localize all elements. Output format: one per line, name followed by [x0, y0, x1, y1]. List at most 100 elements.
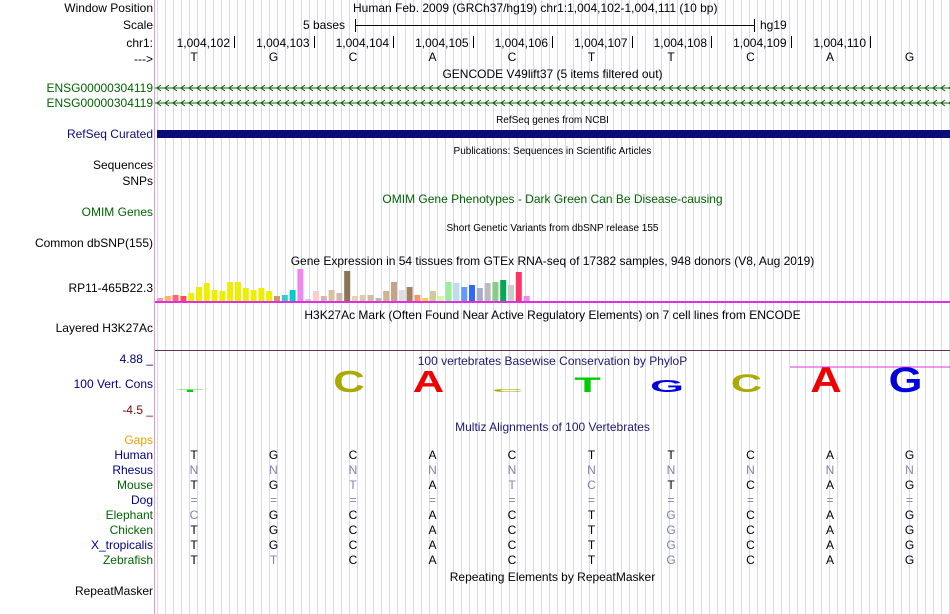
gtex-tissue-bar[interactable]	[406, 287, 413, 301]
gtex-tissue-bar[interactable]	[515, 272, 522, 301]
gtex-tissue-bar[interactable]	[219, 291, 226, 301]
strand-arrow	[476, 84, 482, 92]
gtex-expression-chart[interactable]	[155, 268, 950, 304]
strand-arrow	[708, 99, 714, 107]
strand-arrow	[316, 84, 322, 92]
gtex-tissue-bar[interactable]	[305, 299, 312, 301]
strand-arrow	[332, 84, 338, 92]
ruler-tick	[313, 36, 315, 48]
gtex-tissue-bar[interactable]	[508, 285, 514, 301]
gtex-tissue-bar[interactable]	[196, 287, 202, 301]
gtex-tissue-bar[interactable]	[453, 283, 460, 301]
sequences-track-label[interactable]: Sequences	[92, 158, 153, 172]
gtex-tissue-bar[interactable]	[242, 288, 249, 301]
gtex-tissue-bar[interactable]	[523, 296, 530, 301]
strand-arrow	[420, 99, 426, 107]
dbsnp-track-label[interactable]: Common dbSNP(155)	[34, 236, 153, 250]
strand-arrow	[268, 84, 274, 92]
gtex-tissue-bar[interactable]	[398, 290, 405, 301]
gtex-tissue-bar[interactable]	[430, 291, 436, 301]
h3k27ac-track-label[interactable]: Layered H3K27Ac	[55, 321, 153, 335]
gtex-tissue-bar[interactable]	[367, 295, 374, 301]
alignment-base: T	[667, 448, 675, 462]
gtex-tissue-bar[interactable]	[445, 282, 452, 301]
species-label[interactable]: Chicken	[109, 523, 153, 537]
alignment-base: G	[268, 448, 279, 462]
gtex-gene-label[interactable]: RP11-465B22.3	[68, 281, 153, 295]
strand-arrow	[164, 99, 170, 107]
conservation-logo-letter: T	[574, 373, 601, 397]
repeatmasker-track-title: Repeating Elements by RepeatMasker	[449, 570, 656, 584]
strand-arrow	[812, 99, 818, 107]
strand-arrow	[228, 84, 234, 92]
gtex-tissue-bar[interactable]	[375, 298, 382, 301]
gtex-tissue-bar[interactable]	[250, 290, 257, 301]
strand-arrow	[716, 99, 722, 107]
alignment-base: G	[666, 553, 676, 567]
gtex-tissue-bar[interactable]	[266, 291, 273, 301]
species-label[interactable]: Elephant	[105, 508, 153, 522]
ruler-position-label: 1,004,103	[256, 36, 310, 50]
gtex-tissue-bar[interactable]	[383, 291, 390, 301]
refseq-gene-block[interactable]	[157, 130, 950, 138]
grid-line	[565, 0, 566, 614]
gtex-tissue-bar[interactable]	[336, 293, 343, 301]
species-label[interactable]: Mouse	[116, 478, 153, 492]
gtex-tissue-bar[interactable]	[484, 283, 491, 301]
gtex-tissue-bar[interactable]	[203, 283, 210, 301]
gtex-tissue-bar[interactable]	[461, 287, 468, 301]
strand-arrow	[596, 84, 602, 92]
gtex-tissue-bar[interactable]	[289, 290, 296, 301]
gencode-gene-lines[interactable]	[155, 80, 950, 112]
species-label[interactable]: Zebrafish	[102, 553, 153, 567]
refseq-track-label[interactable]: RefSeq Curated	[66, 127, 153, 141]
gtex-tissue-bar[interactable]	[164, 296, 171, 301]
gtex-tissue-bar[interactable]	[414, 295, 421, 301]
conservation-track-label[interactable]: 100 Vert. Cons	[73, 377, 153, 391]
gtex-tissue-bar[interactable]	[352, 296, 358, 301]
repeatmasker-track-label[interactable]: RepeatMasker	[74, 584, 153, 598]
conservation-logo-letter: C	[333, 365, 364, 398]
gtex-tissue-bar[interactable]	[500, 280, 507, 301]
gtex-tissue-bar[interactable]	[344, 271, 351, 301]
grid-line	[381, 0, 382, 614]
gtex-tissue-bar[interactable]	[492, 282, 499, 301]
grid-line	[509, 0, 510, 614]
gtex-tissue-bar[interactable]	[469, 285, 475, 301]
gtex-tissue-bar[interactable]	[476, 288, 483, 301]
gtex-tissue-bar[interactable]	[422, 298, 429, 301]
reference-base: T	[190, 50, 198, 64]
gencode-item-label-1[interactable]: ENSG00000304119	[46, 81, 153, 95]
gtex-tissue-bar[interactable]	[437, 296, 444, 301]
snps-track-label[interactable]: SNPs	[122, 174, 153, 188]
track-image[interactable]: Human Feb. 2009 (GRCh37/hg19) chr1:1,004…	[155, 0, 950, 614]
gtex-tissue-bar[interactable]	[188, 293, 195, 301]
gtex-tissue-bar[interactable]	[157, 298, 163, 301]
gtex-tissue-bar[interactable]	[320, 296, 327, 301]
gtex-tissue-bar[interactable]	[391, 282, 397, 301]
gtex-tissue-bar[interactable]	[281, 295, 288, 301]
species-label[interactable]: Dog	[130, 493, 153, 507]
gtex-tissue-bar[interactable]	[172, 295, 179, 301]
omim-track-label[interactable]: OMIM Genes	[81, 205, 153, 219]
gencode-item-label-2[interactable]: ENSG00000304119	[46, 96, 153, 110]
species-label[interactable]: Human	[114, 448, 153, 462]
gtex-tissue-bar[interactable]	[359, 295, 366, 301]
gtex-tissue-bar[interactable]	[313, 291, 319, 301]
strand-arrow	[324, 99, 330, 107]
gtex-tissue-bar[interactable]	[211, 290, 218, 301]
alignment-base: A	[825, 538, 834, 552]
gtex-tissue-bar[interactable]	[274, 296, 280, 301]
species-label[interactable]: X_tropicalis	[90, 538, 153, 552]
strand-arrow	[396, 99, 402, 107]
gtex-tissue-bar[interactable]	[227, 282, 234, 301]
strand-arrow	[940, 99, 946, 107]
gtex-tissue-bar[interactable]	[258, 288, 265, 301]
species-label[interactable]: Rhesus	[112, 463, 153, 477]
gtex-tissue-bar[interactable]	[328, 290, 335, 301]
gtex-tissue-bar[interactable]	[180, 296, 187, 301]
strand-arrow	[916, 84, 922, 92]
gtex-tissue-bar[interactable]	[297, 269, 304, 301]
gtex-tissue-bar[interactable]	[235, 282, 241, 301]
